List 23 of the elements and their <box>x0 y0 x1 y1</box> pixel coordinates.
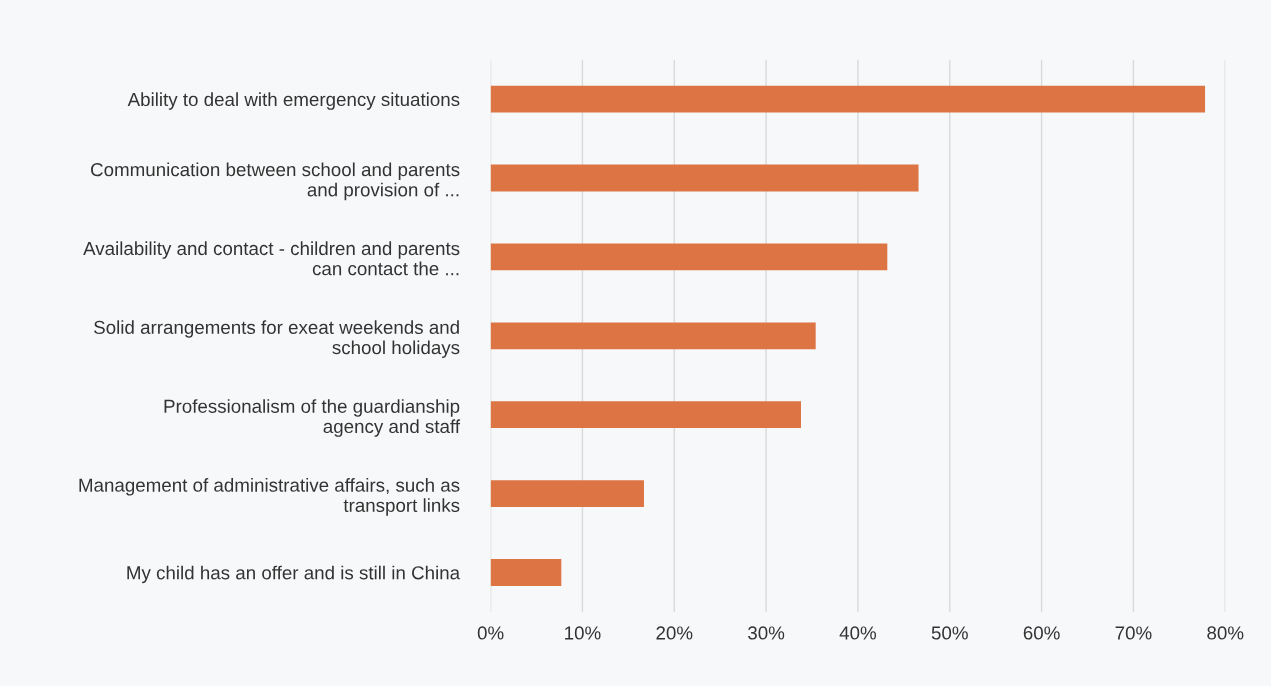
bar <box>490 480 644 507</box>
y-tick-label: Professionalism of the guardianship agency and staff <box>164 399 461 437</box>
bar <box>490 85 1206 113</box>
y-tick-label: Communication between school and parents and provision of ... <box>91 162 460 201</box>
x-tick-label: 40% <box>839 626 877 640</box>
x-tick-label: 80% <box>1207 626 1244 640</box>
bar <box>490 322 816 350</box>
y-tick-label: Ability to deal with emergency situations <box>127 92 460 110</box>
y-tick-label: Availability and contact - children and parents can contact the ... <box>83 241 460 276</box>
bar <box>490 401 801 429</box>
x-tick-label: 30% <box>748 626 785 640</box>
x-tick-label: 70% <box>1115 626 1152 640</box>
x-tick-label: 0% <box>477 626 504 640</box>
y-tick-label: Solid arrangements for exeat weekends and school holidays <box>94 320 460 358</box>
x-tick-label: 50% <box>931 626 968 640</box>
y-tick-label: Management of administrative affairs, such as transport links <box>79 478 460 516</box>
bar <box>490 164 919 192</box>
x-tick-label: 10% <box>565 626 601 640</box>
x-tick-label: 20% <box>656 626 693 640</box>
bar <box>490 243 888 271</box>
y-tick-label: My child has an offer and is still in China <box>127 565 461 584</box>
bar <box>490 559 562 586</box>
x-tick-label: 60% <box>1023 626 1060 640</box>
